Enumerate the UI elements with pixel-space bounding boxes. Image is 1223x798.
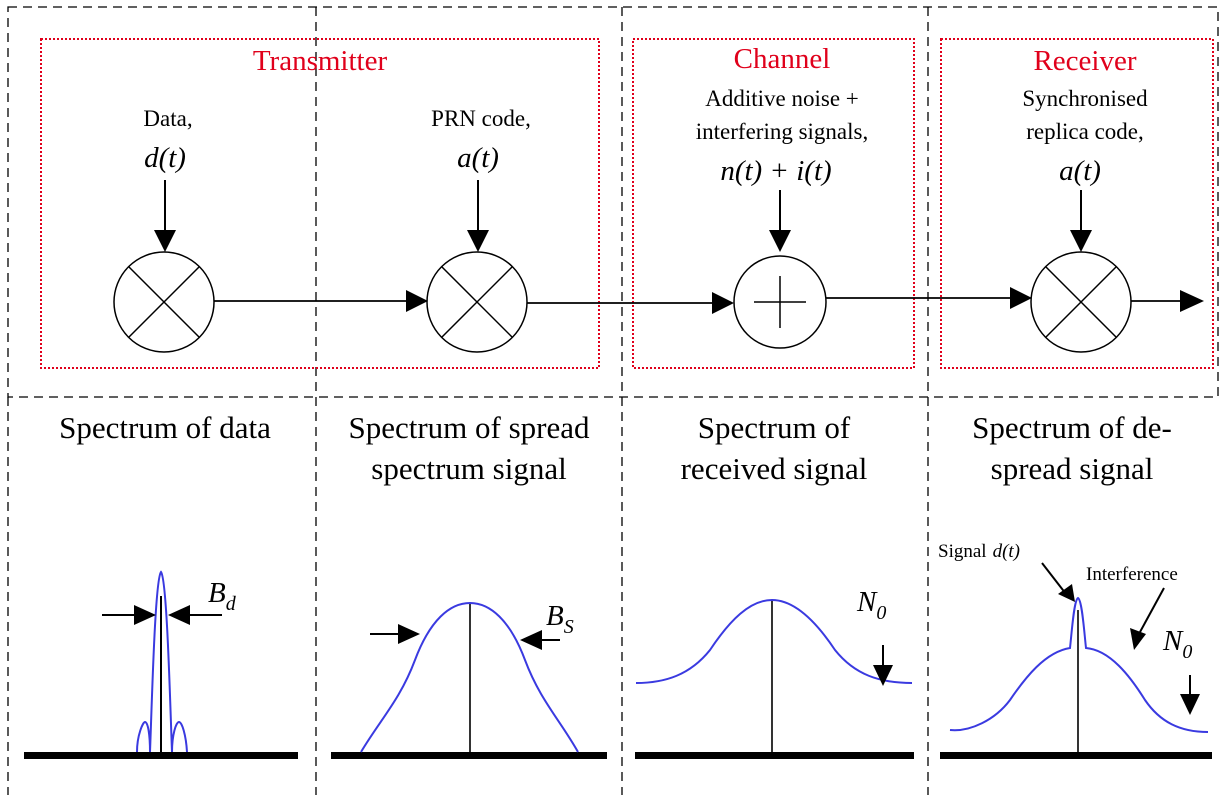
interference-label: Interference: [1086, 564, 1178, 585]
spectrum-despread-title-2: spread signal: [991, 451, 1154, 486]
data-arrowhead: [154, 230, 176, 252]
receiver-title: Receiver: [1033, 45, 1136, 77]
data-input-label: Data,: [143, 106, 192, 131]
spectrum-received-title-1: Spectrum of: [698, 410, 851, 445]
spectrum-spread-title-2: spectrum signal: [371, 451, 566, 486]
outer-frame-top: [7, 6, 1219, 398]
n0-received-label: N0: [856, 586, 886, 624]
n0-received-label-main: N: [856, 586, 878, 618]
dashed-grid: [7, 6, 1219, 795]
n0-despread-label-main: N: [1162, 625, 1184, 657]
bs-label: BS: [546, 600, 574, 638]
interference-pointer-line: [1139, 587, 1165, 633]
signal-label: Signal d(t): [938, 541, 1020, 562]
received-spectrum: [635, 598, 913, 752]
signal-label-symbol: d(t): [993, 541, 1020, 562]
channel-input-label-2: interfering signals,: [696, 119, 868, 144]
path-1-arrowhead: [406, 290, 428, 312]
bd-arrowheads: [134, 605, 190, 625]
channel-box: [632, 38, 915, 369]
despread-spectrum: [949, 596, 1209, 752]
channel-input-symbol: n(t) + i(t): [720, 155, 831, 187]
replica-arrowhead: [1070, 230, 1092, 252]
baseline-spread: [331, 752, 607, 759]
path-2-arrowhead: [712, 292, 734, 314]
spread-spectrum-curve: [360, 601, 579, 753]
data-spectrum: [136, 570, 188, 753]
adder-channel: [733, 255, 827, 349]
baseline-despread: [940, 752, 1212, 759]
transmitter-title: Transmitter: [253, 45, 388, 77]
data-input-symbol: d(t): [144, 142, 186, 174]
n0-received-arrowhead: [873, 665, 893, 686]
spectrum-received-title-2: received signal: [681, 451, 868, 486]
received-spectrum-curve: [635, 598, 913, 684]
signal-pointer-line: [1041, 562, 1067, 595]
replica-input-label-2: replica code,: [1026, 119, 1143, 144]
input-arrowheads: [154, 230, 1092, 252]
bd-label-main: B: [208, 577, 226, 609]
multiplier-receiver: [1030, 251, 1132, 353]
n0-received-label-sub: 0: [876, 602, 886, 624]
multiplier-transmitter-prn: [426, 251, 528, 353]
replica-input-symbol: a(t): [1059, 155, 1101, 187]
signal-path: [214, 297, 1182, 304]
replica-input-label-1: Synchronised: [1022, 86, 1148, 111]
bs-arrowheads: [398, 624, 542, 650]
bs-label-main: B: [546, 600, 564, 632]
channel-title: Channel: [734, 43, 831, 75]
signal-pointer-arrowhead: [1058, 584, 1075, 602]
data-spectrum-curve: [136, 570, 188, 753]
path-3-arrowhead: [1010, 287, 1032, 309]
spectrum-data-title: Spectrum of data: [59, 410, 271, 445]
output-arrowhead: [1180, 290, 1204, 312]
signal-label-text: Signal: [938, 541, 987, 562]
bd-label: Bd: [208, 577, 237, 615]
despread-spectrum-curve: [949, 596, 1209, 733]
spectrum-spread-title-1: Spectrum of spread: [348, 410, 590, 445]
prn-arrowhead: [467, 230, 489, 252]
multiplier-transmitter-data: [113, 251, 215, 353]
section-boxes: [40, 38, 1214, 369]
prn-input-symbol: a(t): [457, 142, 499, 174]
signal-arrowheads: [406, 287, 1204, 314]
n0-despread-label: N0: [1162, 625, 1192, 663]
n0-despread-arrowhead: [1180, 694, 1200, 715]
spectrum-despread-title-1: Spectrum of de-: [972, 410, 1172, 445]
channel-arrowhead: [769, 230, 791, 252]
baseline-received: [635, 752, 914, 759]
channel-input-label-1: Additive noise +: [705, 86, 859, 111]
baseline-data: [24, 752, 298, 759]
bs-label-sub: S: [564, 616, 574, 638]
input-arrows: [164, 180, 1082, 232]
transmitter-box: [40, 38, 600, 369]
bd-label-sub: d: [226, 593, 237, 615]
n0-despread-label-sub: 0: [1182, 641, 1192, 663]
spread-spectrum: [360, 601, 579, 753]
interference-pointer-arrowhead: [1130, 628, 1146, 650]
prn-input-label: PRN code,: [431, 106, 531, 131]
baselines: [24, 752, 1212, 759]
receiver-box: [940, 38, 1214, 369]
